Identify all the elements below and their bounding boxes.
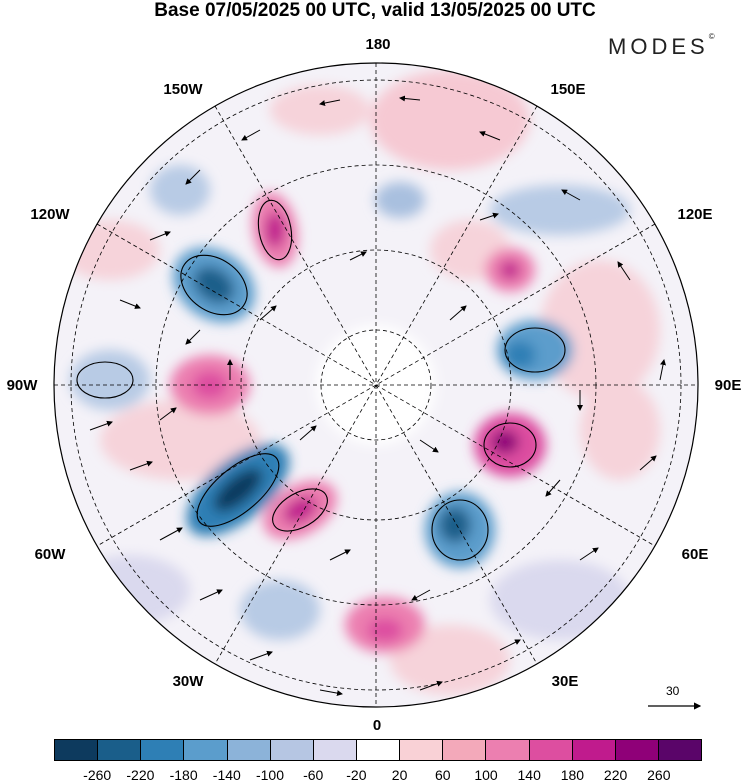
colorbar-segment xyxy=(486,740,530,760)
colorbar-segment xyxy=(98,740,142,760)
colorbar-tick-label: -60 xyxy=(303,767,324,783)
lon-label-150w: 150W xyxy=(163,81,203,98)
colorbar-segment xyxy=(227,740,271,760)
lon-label-90w: 90W xyxy=(6,377,38,394)
lon-label-90e: 90E xyxy=(714,377,742,394)
vector-reference: 30 xyxy=(648,684,708,718)
brand-name: MODES xyxy=(608,34,709,59)
colorbar-tick-label: 180 xyxy=(560,767,585,783)
copyright-mark: © xyxy=(708,32,715,41)
colorbar-segment xyxy=(658,740,702,760)
wind-vectors xyxy=(89,95,666,697)
colorbar-tick-label: 220 xyxy=(603,767,628,783)
colorbar-tick-label: 260 xyxy=(647,767,671,783)
colorbar-tick-label: -260 xyxy=(83,767,112,783)
colorbar-tick-label: -100 xyxy=(255,767,285,783)
colorbar-segment xyxy=(313,740,357,760)
colorbar-tick-label: -220 xyxy=(126,767,155,783)
colorbar-segment xyxy=(55,740,99,760)
colorbar-segment xyxy=(572,740,616,760)
colorbar-segment xyxy=(400,740,444,760)
colorbar-segment xyxy=(443,740,487,760)
chart-title: Base 07/05/2025 00 UTC, valid 13/05/2025… xyxy=(154,0,596,21)
lon-label-150e: 150E xyxy=(550,81,586,98)
lon-label-30e: 30E xyxy=(551,673,579,690)
brand-logo: MODES© xyxy=(608,32,715,60)
colorbar-tick-label: 60 xyxy=(435,767,451,783)
lon-label-120e: 120E xyxy=(677,206,713,223)
lon-label-0: 0 xyxy=(372,717,382,734)
colorbar-segment xyxy=(141,740,185,760)
vector-reference-value: 30 xyxy=(666,684,680,698)
lon-label-60e: 60E xyxy=(681,546,709,563)
graticule xyxy=(54,63,698,707)
colorbar-tick-label: 100 xyxy=(474,767,498,783)
colorbar-segment xyxy=(184,740,228,760)
colorbar-tick-label: 20 xyxy=(391,767,408,783)
lon-label-180: 180 xyxy=(365,36,391,53)
lon-label-120w: 120W xyxy=(30,206,70,223)
colorbar-segment xyxy=(529,740,573,760)
colorbar-tick-label: 140 xyxy=(517,767,541,783)
colorbar-segment xyxy=(615,740,659,760)
lon-label-60w: 60W xyxy=(34,546,66,563)
colorbar-tick-label: -180 xyxy=(169,767,198,783)
lon-label-30w: 30W xyxy=(172,673,204,690)
colorbar-tick-label: -20 xyxy=(346,767,367,783)
colorbar-segment xyxy=(270,740,314,760)
colorbar xyxy=(54,739,702,761)
colorbar-segment xyxy=(356,740,401,760)
colorbar-tick-label: -140 xyxy=(212,767,241,783)
contours xyxy=(76,199,566,561)
